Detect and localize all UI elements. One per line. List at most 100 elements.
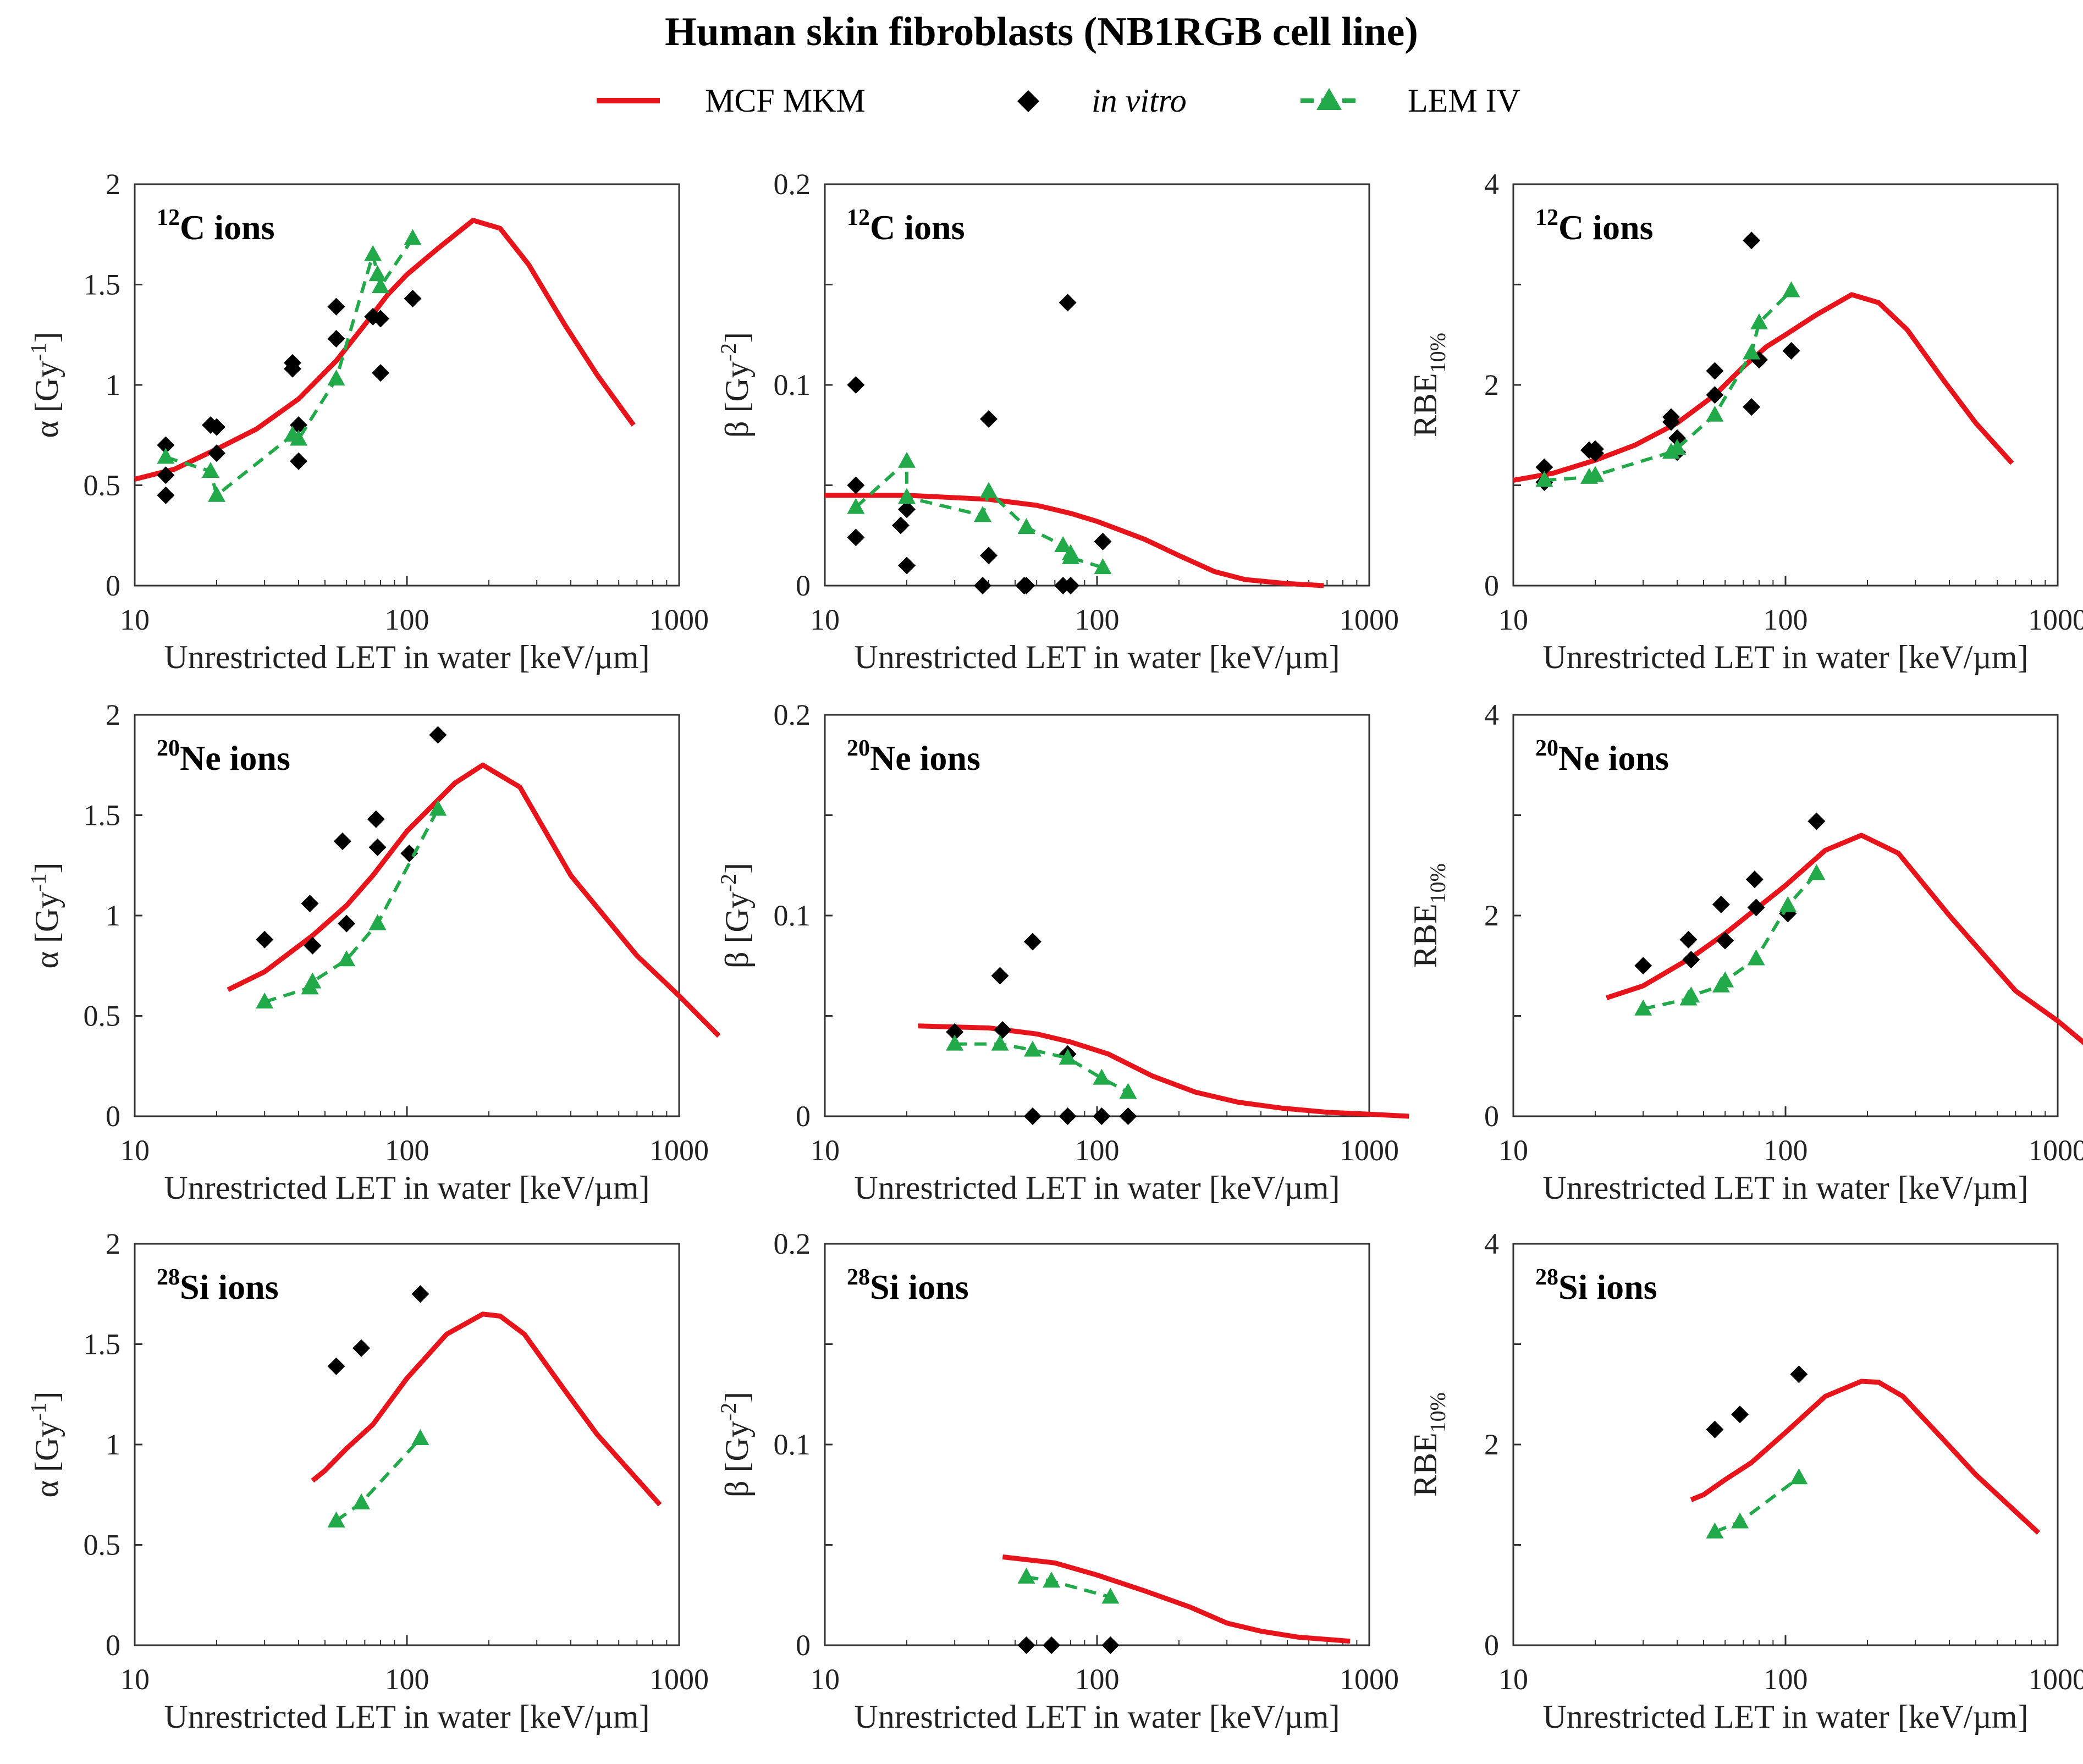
lem-iv-point bbox=[1747, 949, 1765, 966]
y-tick-label: 0.5 bbox=[84, 1000, 121, 1033]
x-tick-label: 100 bbox=[385, 603, 429, 636]
lem-iv-point bbox=[1716, 971, 1734, 988]
x-tick-label: 10 bbox=[120, 1663, 150, 1696]
y-axis-label-sup: -1 bbox=[26, 343, 51, 361]
in-vitro-point bbox=[327, 330, 345, 348]
y-axis-label: β [Gy-2] bbox=[716, 863, 755, 968]
ion-mass-number: 20 bbox=[157, 736, 180, 761]
y-tick-label: 0 bbox=[106, 1100, 120, 1133]
y-axis-label: β [Gy-2] bbox=[716, 332, 755, 438]
y-axis-label-sup: -2 bbox=[716, 343, 741, 361]
x-tick-label: 1000 bbox=[2028, 1663, 2083, 1696]
lem-iv-point bbox=[208, 486, 226, 502]
x-tick-label: 10 bbox=[120, 1134, 150, 1167]
y-tick-label: 2 bbox=[106, 698, 120, 731]
y-axis-label-end: ] bbox=[719, 332, 755, 343]
ion-mass-number: 28 bbox=[1535, 1265, 1558, 1290]
legend-lem-label: LEM IV bbox=[1408, 82, 1520, 119]
ion-name: Ne ions bbox=[1558, 738, 1669, 778]
in-vitro-point bbox=[994, 1021, 1012, 1039]
in-vitro-point bbox=[1743, 231, 1761, 250]
lem-iv-point bbox=[1779, 896, 1797, 912]
in-vitro-point bbox=[1586, 444, 1605, 462]
y-tick-label: 0 bbox=[1484, 569, 1499, 602]
in-vitro-point bbox=[1023, 933, 1042, 951]
y-tick-label: 0.1 bbox=[774, 368, 811, 401]
panel-ion-label: 20Ne ions bbox=[847, 736, 980, 778]
y-tick-label: 1 bbox=[106, 368, 120, 401]
in-vitro-point bbox=[327, 1357, 345, 1375]
lem-iv-point bbox=[1059, 1049, 1077, 1065]
y-axis-label-main: α [Gy bbox=[29, 1421, 65, 1498]
in-vitro-point bbox=[404, 290, 422, 308]
lem-iv-point bbox=[1023, 1040, 1042, 1057]
lem-iv-point bbox=[368, 914, 387, 930]
y-tick-label: 1.5 bbox=[84, 268, 121, 301]
in-vitro-point bbox=[991, 967, 1009, 985]
in-vitro-point bbox=[1662, 413, 1680, 431]
lem-iv-point bbox=[1731, 1512, 1749, 1529]
series-mcf-mkm-line bbox=[918, 1023, 1409, 1119]
legend-mkm-label: MCF MKM bbox=[705, 82, 866, 119]
lem-iv-point bbox=[364, 245, 382, 261]
y-axis-label-main: β [Gy bbox=[719, 361, 755, 438]
in-vitro-point bbox=[1716, 931, 1734, 950]
lem-iv-point bbox=[1668, 438, 1687, 455]
y-axis-label-sup: -1 bbox=[26, 873, 51, 891]
y-tick-label: 1 bbox=[106, 899, 120, 932]
in-vitro-point bbox=[1101, 1636, 1120, 1654]
in-vitro-point bbox=[283, 360, 301, 378]
y-axis-label: α [Gy-1] bbox=[26, 1391, 65, 1497]
series-mcf-mkm-line bbox=[1002, 1554, 1351, 1644]
lem-iv-point bbox=[327, 370, 345, 386]
in-vitro-point bbox=[1062, 577, 1080, 594]
ion-mass-number: 20 bbox=[1535, 736, 1558, 761]
in-vitro-point bbox=[304, 936, 322, 955]
in-vitro-point bbox=[208, 418, 226, 436]
y-axis-label: RBE10% bbox=[1407, 863, 1450, 968]
y-axis-label-main: RBE bbox=[1407, 1432, 1443, 1497]
lem-iv-point bbox=[1808, 864, 1826, 880]
in-vitro-point bbox=[1094, 532, 1112, 550]
in-vitro-point bbox=[946, 1023, 964, 1041]
series-mcf-mkm-line bbox=[311, 1311, 662, 1507]
ion-name: Si ions bbox=[870, 1267, 969, 1307]
y-tick-label: 2 bbox=[106, 1227, 120, 1260]
in-vitro-point bbox=[847, 528, 865, 547]
y-axis-label: β [Gy-2] bbox=[716, 1392, 755, 1497]
panel-ion-label: 20Ne ions bbox=[1535, 736, 1669, 778]
x-axis-label: Unrestricted LET in water [keV/µm] bbox=[1542, 1170, 2028, 1206]
x-tick-label: 100 bbox=[385, 1134, 429, 1167]
in-vitro-point bbox=[1015, 577, 1033, 594]
y-axis-label-sub: 10% bbox=[1425, 863, 1450, 903]
x-tick-label: 1000 bbox=[1340, 1663, 1399, 1696]
in-vitro-point bbox=[1535, 458, 1553, 476]
in-vitro-point bbox=[1706, 362, 1724, 380]
x-tick-label: 10 bbox=[1498, 603, 1528, 636]
in-vitro-point bbox=[367, 810, 385, 828]
panel-ion-label: 12C ions bbox=[847, 205, 965, 247]
in-vitro-point bbox=[1808, 812, 1826, 830]
y-tick-label: 0 bbox=[796, 1100, 811, 1133]
x-axis-label: Unrestricted LET in water [keV/µm] bbox=[854, 1699, 1340, 1735]
x-tick-label: 100 bbox=[1075, 603, 1120, 636]
y-tick-label: 2 bbox=[1484, 1428, 1499, 1461]
legend-vitro-label: in vitro bbox=[1092, 82, 1187, 119]
lem-iv-point bbox=[256, 992, 274, 1008]
x-tick-label: 1000 bbox=[2028, 1134, 2083, 1167]
panel-ion-label: 20Ne ions bbox=[157, 736, 290, 778]
panel-ion-label: 28Si ions bbox=[157, 1265, 279, 1307]
in-vitro-point bbox=[400, 844, 418, 862]
x-tick-label: 100 bbox=[1764, 603, 1808, 636]
lem-iv-point bbox=[411, 1429, 429, 1446]
lem-iv-point bbox=[1093, 1068, 1111, 1085]
y-axis-label-sub: 10% bbox=[1425, 1392, 1450, 1432]
y-axis-label: α [Gy-1] bbox=[26, 332, 65, 438]
